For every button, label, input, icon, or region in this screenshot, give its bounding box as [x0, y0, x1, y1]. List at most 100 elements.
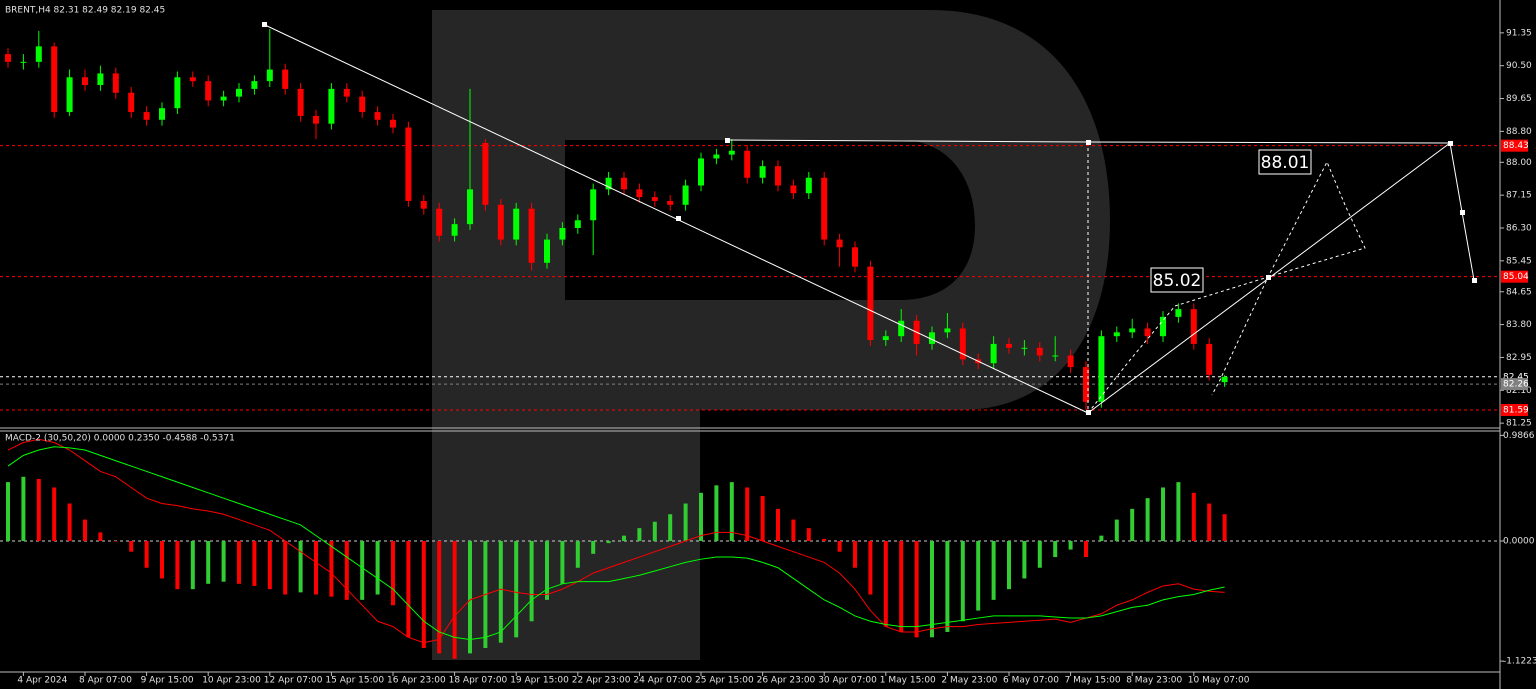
- annotation-box: [1150, 267, 1204, 293]
- chart-title: BRENT,H4 82.31 82.49 82.19 82.45: [5, 6, 165, 16]
- price-level-label: 88.43: [1503, 141, 1529, 151]
- candle-body: [544, 239, 550, 263]
- candle-body: [728, 150, 735, 155]
- histogram-bar: [1191, 492, 1196, 541]
- y-tick-label: 84.65: [1506, 287, 1532, 297]
- histogram-bar: [529, 540, 534, 622]
- candle-body: [775, 166, 781, 186]
- histogram-bar: [437, 540, 442, 654]
- candle-body: [1221, 376, 1228, 383]
- candle-body: [482, 142, 489, 205]
- histogram-bar: [991, 540, 996, 600]
- candle-body: [328, 88, 335, 124]
- anchor: [1086, 140, 1091, 145]
- annotation: 88.01: [1261, 153, 1310, 173]
- histogram-bar: [514, 540, 519, 638]
- candle-body: [1006, 343, 1012, 348]
- candle-body: [66, 77, 73, 113]
- histogram-bar: [760, 496, 765, 541]
- indicator-line: [7, 438, 1225, 644]
- histogram-bar: [98, 532, 103, 541]
- candle-body: [590, 189, 597, 221]
- candle-body: [451, 224, 458, 236]
- histogram-bar: [298, 540, 303, 593]
- candle-body: [513, 208, 520, 240]
- trendlines: [262, 22, 1477, 415]
- histogram-bar: [314, 540, 318, 595]
- candle-body: [1052, 355, 1059, 357]
- price-level-box: [1501, 139, 1528, 152]
- annotation-box: [1258, 149, 1312, 175]
- histogram-bar: [853, 540, 857, 568]
- histogram-bar: [237, 540, 241, 584]
- candle-body: [159, 108, 165, 120]
- histogram-bar: [1053, 540, 1058, 558]
- y-tick-label: 81.25: [1506, 419, 1532, 429]
- y-tick-label: 82.95: [1506, 353, 1532, 363]
- x-tick-label: 19 Apr 15:00: [510, 676, 569, 686]
- candle-body: [821, 177, 828, 240]
- y-tick-label: 86.30: [1506, 223, 1532, 233]
- candle-body: [1113, 332, 1120, 337]
- anchor: [676, 216, 681, 221]
- histogram-bar: [822, 538, 827, 541]
- histogram-bar: [745, 487, 750, 541]
- histogram-bar: [21, 476, 26, 541]
- histogram-bar: [52, 487, 57, 541]
- price-level-box: [1501, 270, 1528, 283]
- candle-body: [497, 204, 504, 240]
- candle-body: [266, 69, 273, 82]
- histogram-bar: [421, 540, 426, 649]
- candle-body: [374, 112, 381, 120]
- histogram-bar: [1176, 482, 1181, 541]
- histogram-bar: [960, 540, 965, 622]
- candle-body: [282, 69, 289, 89]
- candle-body: [667, 200, 674, 205]
- y-tick-label: 88.00: [1506, 158, 1532, 168]
- candle-body: [313, 115, 319, 124]
- y-tick-label: 91.35: [1506, 28, 1532, 38]
- y-tick-label: 82.10: [1506, 386, 1532, 396]
- histogram-bar: [545, 540, 549, 600]
- histogram-bar: [837, 540, 842, 552]
- histogram-bar: [714, 485, 719, 541]
- candle-body: [128, 92, 135, 113]
- candle-body: [1036, 347, 1043, 356]
- x-tick-label: 22 Apr 23:00: [572, 676, 631, 686]
- candle-body: [189, 77, 196, 82]
- candle-body: [1160, 316, 1166, 337]
- histogram-bar: [976, 540, 981, 611]
- anchor: [1266, 275, 1271, 280]
- candle-body: [1067, 355, 1074, 368]
- histogram-bar: [1145, 498, 1150, 541]
- histogram-bar: [283, 540, 288, 595]
- candle-body: [1083, 367, 1089, 402]
- candle-body: [467, 189, 473, 225]
- y-tick-label: 0.9866: [1503, 431, 1535, 441]
- candle-body: [220, 96, 227, 101]
- candle-body: [1190, 309, 1197, 344]
- histogram-bar: [129, 540, 134, 552]
- indicator-line: [7, 446, 1225, 640]
- histogram-bar: [67, 503, 72, 541]
- y-tick-label: 0.0000: [1503, 536, 1535, 546]
- watermark: [432, 10, 1110, 660]
- annotation: 85.02: [1153, 271, 1202, 291]
- anchor: [262, 22, 267, 27]
- candle-body: [405, 127, 412, 201]
- candle-body: [805, 177, 812, 194]
- candle-body: [1175, 309, 1182, 317]
- y-tick-label: 89.65: [1506, 94, 1532, 104]
- x-tick-label: 16 Apr 23:00: [387, 676, 446, 686]
- histogram-bar: [144, 540, 149, 568]
- histogram-bar: [945, 540, 950, 632]
- histogram-bar: [899, 540, 904, 632]
- candle-body: [852, 247, 858, 267]
- histogram-bar: [652, 521, 657, 541]
- histogram-bar: [360, 540, 365, 600]
- y-tick-label: 83.80: [1506, 320, 1532, 330]
- candle-body: [1144, 328, 1151, 337]
- candle-body: [51, 46, 58, 113]
- candle-body: [759, 166, 766, 178]
- candle-body: [420, 200, 427, 209]
